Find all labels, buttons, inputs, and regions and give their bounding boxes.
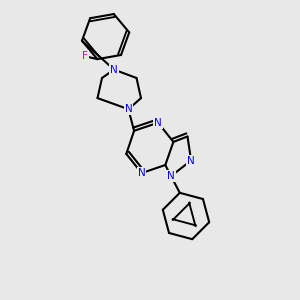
Text: N: N — [187, 155, 195, 166]
Text: N: N — [154, 118, 162, 128]
Text: N: N — [167, 171, 175, 181]
Text: N: N — [138, 168, 146, 178]
Text: F: F — [82, 51, 88, 61]
Text: N: N — [110, 64, 118, 75]
Text: N: N — [124, 104, 132, 114]
